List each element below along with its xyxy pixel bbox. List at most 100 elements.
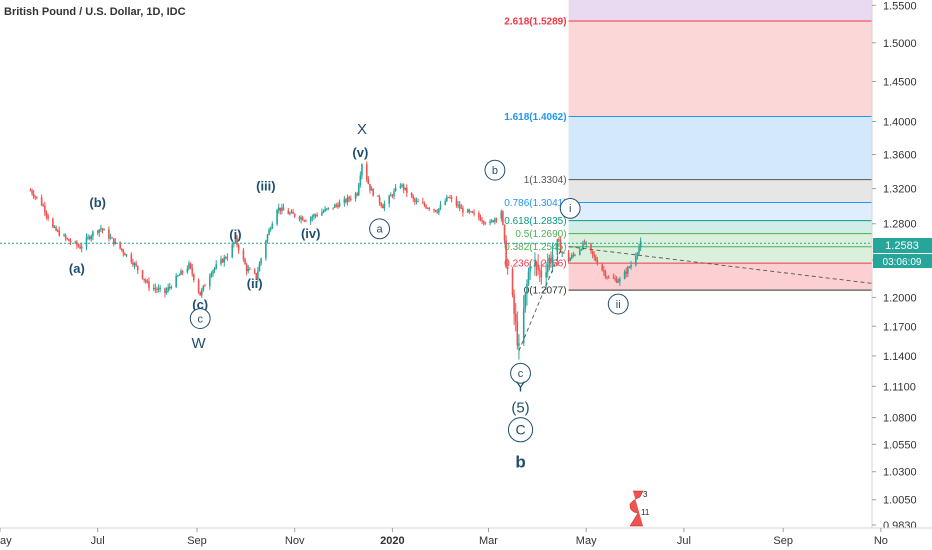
- candle-body: [410, 192, 413, 197]
- candle-body: [639, 241, 642, 248]
- wave-circle: [189, 308, 211, 329]
- candle-body: [617, 281, 620, 283]
- candle-body: [53, 226, 56, 228]
- candle-body: [527, 271, 530, 284]
- candle-body: [79, 246, 81, 249]
- candle-body: [69, 241, 72, 243]
- candle-body: [64, 235, 67, 239]
- candle-body: [45, 212, 48, 216]
- candle-body: [402, 184, 405, 190]
- candle-body: [92, 231, 94, 237]
- candle-body: [266, 234, 269, 241]
- time-axis[interactable]: ay Jul Sep Nov 2020 Mar May Jul Sep No: [0, 527, 932, 550]
- candle-body: [460, 207, 463, 209]
- candle-body: [215, 264, 218, 268]
- fib-zone: [568, 116, 928, 180]
- candle-body: [87, 236, 89, 238]
- fib-zone: [568, 246, 928, 264]
- time-tick-label: Jul: [677, 535, 691, 547]
- candle-body: [450, 198, 453, 200]
- fib-zone: [568, 20, 928, 117]
- candle-body: [337, 205, 339, 208]
- candle-body: [404, 187, 407, 190]
- candle-body: [269, 228, 272, 230]
- candle-body: [260, 258, 262, 264]
- event-badge[interactable]: 3 11: [629, 490, 650, 527]
- price-tick-label: 1.2000: [883, 292, 917, 304]
- candle-body: [388, 195, 390, 204]
- candle-body: [503, 224, 506, 241]
- candle-body: [31, 190, 33, 194]
- price-axis-background: [872, 0, 932, 550]
- candle-body: [289, 212, 291, 215]
- price-tick-label: 1.2800: [883, 219, 917, 231]
- chart-title: British Pound / U.S. Dollar, 1D, IDC: [4, 6, 186, 18]
- wave-label-a: (a): [69, 261, 85, 276]
- candle-body: [489, 221, 491, 224]
- wave-label-c: c: [197, 313, 203, 325]
- candle-body: [133, 263, 136, 266]
- candle-body: [332, 207, 334, 209]
- price-tick-label: 1.0550: [883, 439, 917, 451]
- candle-body: [537, 264, 539, 270]
- price-axis[interactable]: 1.5500 1.5000 1.4500 1.4000 1.3600 1.3200 1.28…: [871, 0, 932, 550]
- candle-body: [338, 202, 341, 208]
- candle-body: [305, 220, 307, 222]
- time-tick-label: May: [576, 535, 597, 547]
- candle-body: [348, 197, 350, 199]
- candle-body: [529, 265, 531, 272]
- candle-body: [462, 207, 464, 213]
- wave-label-iv: (iv): [301, 226, 321, 241]
- event-badge-top-count: 3: [643, 490, 648, 499]
- fibonacci-extension[interactable]: 0(1.2077)0.236(1.2366)0.382(1.2545)0.5(1…: [504, 0, 928, 297]
- candle-body: [301, 217, 304, 221]
- candle-body: [178, 274, 181, 276]
- wave-circle: [607, 293, 629, 315]
- event-badge-bottom-count: 11: [641, 508, 650, 517]
- wave-circle: [369, 218, 391, 240]
- candle-body: [221, 259, 224, 263]
- candle-body: [279, 207, 282, 212]
- fib-zone: [568, 202, 928, 221]
- candle-body: [120, 248, 123, 251]
- candle-body: [74, 241, 77, 243]
- candle-body: [271, 224, 274, 229]
- candle-body: [433, 209, 435, 211]
- candle-body: [181, 270, 184, 273]
- bar-countdown-bg: [873, 254, 932, 268]
- candle-body: [614, 278, 616, 280]
- candle-body: [292, 211, 294, 214]
- candle-body: [40, 197, 43, 206]
- candle-body: [157, 288, 160, 290]
- candle-body: [434, 210, 437, 212]
- candle-body: [321, 212, 323, 216]
- wave-label-b: b: [515, 452, 525, 471]
- candle-body: [156, 288, 158, 290]
- candle-body: [455, 198, 458, 206]
- candle-body: [638, 247, 640, 254]
- candle-body: [423, 203, 426, 206]
- candle-body: [596, 260, 599, 265]
- candle-body: [143, 278, 145, 280]
- wave-circle: [559, 197, 581, 219]
- candle-body: [367, 179, 370, 184]
- candle-body: [316, 215, 318, 217]
- candle-body: [365, 164, 368, 180]
- candle-body: [100, 228, 102, 230]
- candle-body: [425, 205, 427, 208]
- candle-body: [389, 195, 392, 197]
- candle-body: [518, 343, 520, 346]
- candle-body: [322, 211, 325, 213]
- candle-body: [204, 285, 206, 287]
- time-tick-label: Sep: [187, 535, 207, 547]
- candle-body: [199, 291, 202, 296]
- candle-body: [220, 259, 222, 265]
- candle-body: [175, 275, 177, 288]
- candle-body: [325, 208, 328, 210]
- candle-body: [369, 183, 371, 191]
- candle-body: [103, 229, 105, 231]
- candle-body: [277, 207, 280, 210]
- candle-body: [191, 267, 193, 275]
- candle-body: [122, 250, 125, 254]
